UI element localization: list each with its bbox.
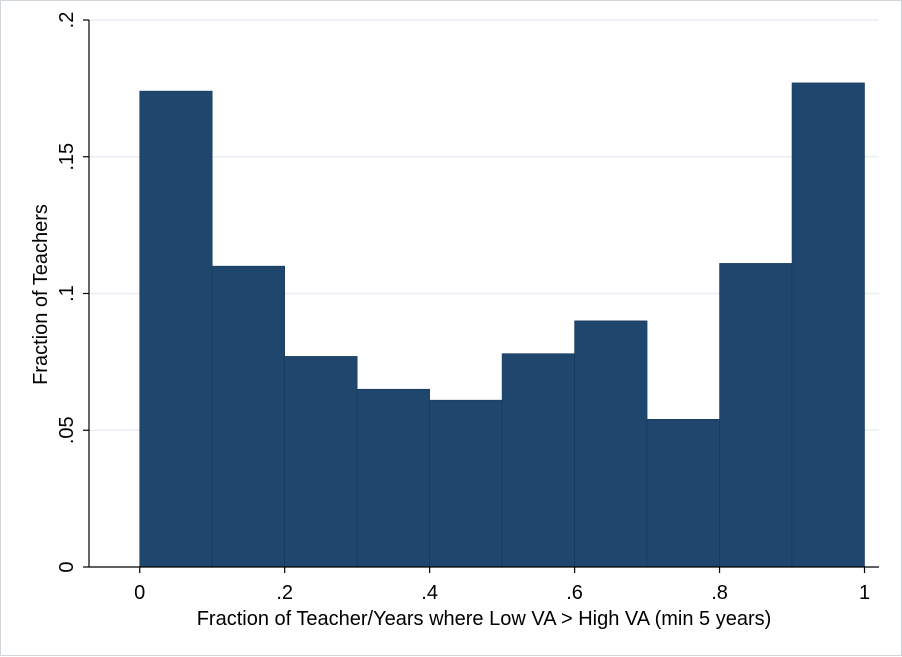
axes: 0 .05 .1 .15 .2 0 .2 .4 .6 .8 1: [56, 12, 879, 604]
x-tick-label: .2: [276, 582, 293, 604]
x-axis-title: Fraction of Teacher/Years where Low VA >…: [197, 608, 772, 630]
histogram-bar: [791, 82, 865, 568]
histogram-bar: [429, 399, 503, 568]
x-tick-label: 1: [859, 582, 870, 604]
histogram-bar: [646, 419, 720, 568]
y-tick-label: .05: [56, 416, 78, 444]
histogram-bar: [574, 320, 648, 568]
histogram-bar: [501, 353, 575, 568]
y-tick-label: .1: [56, 285, 78, 302]
y-tick-label: .15: [56, 143, 78, 171]
x-tick-label: .8: [711, 582, 728, 604]
y-tick-label: 0: [56, 561, 78, 572]
x-tick-label: .6: [566, 582, 583, 604]
histogram-bar: [719, 263, 793, 568]
x-tick-label: 0: [134, 582, 145, 604]
histogram-bar: [356, 388, 430, 568]
labels: Fraction of Teacher/Years where Low VA >…: [30, 204, 771, 630]
histogram-bar: [284, 356, 358, 568]
x-tick-label: .4: [421, 582, 438, 604]
y-tick-label: .2: [56, 12, 78, 29]
histogram-bar: [139, 90, 213, 568]
bars: [139, 82, 865, 568]
y-axis-title: Fraction of Teachers: [30, 204, 52, 385]
histogram-bar: [211, 265, 285, 568]
